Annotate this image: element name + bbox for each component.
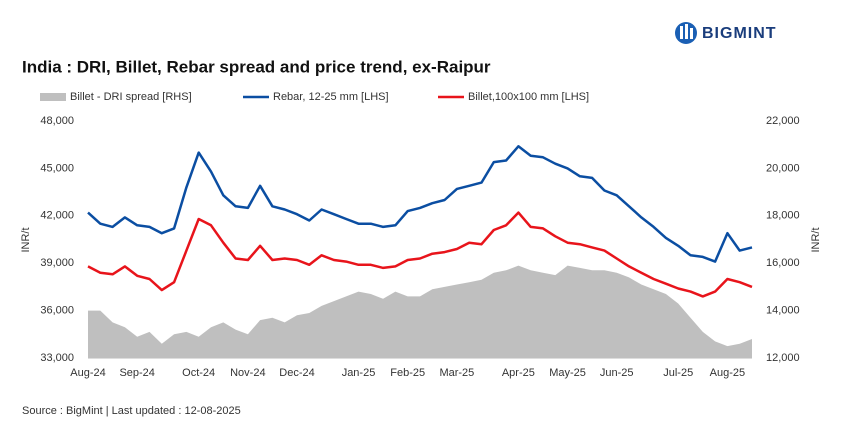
y2-tick-label: 18,000 [766,210,800,222]
y2-tick-label: 14,000 [766,305,800,317]
y2-tick-label: 20,000 [766,162,800,174]
y-tick-label: 45,000 [40,162,74,174]
legend-label: Billet - DRI spread [RHS] [70,91,192,103]
chart-title: India : DRI, Billet, Rebar spread and pr… [22,57,491,76]
y2-tick-label: 12,000 [766,352,800,364]
legend-label: Billet,100x100 mm [LHS] [468,91,589,103]
logo-icon [675,22,697,44]
area [88,265,752,358]
line [87,145,753,263]
y2-tick-label: 16,000 [766,257,800,269]
y-tick-label: 39,000 [40,257,74,269]
y-tick-label: 36,000 [40,305,74,317]
x-tick-label: Aug-25 [710,367,745,379]
x-tick-label: May-25 [549,367,586,379]
logo: BIGMINT [702,25,777,42]
x-tick-label: Jun-25 [600,367,634,379]
x-tick-label: Jul-25 [663,367,693,379]
y-axis-label: INR/t [20,227,32,252]
y-tick-label: 48,000 [40,115,74,127]
x-tick-label: Feb-25 [390,367,425,379]
x-tick-label: Oct-24 [182,367,215,379]
y2-tick-label: 22,000 [766,115,800,127]
x-tick-label: Dec-24 [279,367,314,379]
legend-label: Rebar, 12-25 mm [LHS] [273,91,389,103]
x-tick-label: Jan-25 [342,367,376,379]
y2-axis-label: INR/t [810,227,822,252]
legend-swatch [40,93,66,101]
x-tick-label: Sep-24 [119,367,154,379]
x-tick-label: Aug-24 [70,367,105,379]
source: Source : BigMint | Last updated : 12-08-… [22,405,241,417]
x-tick-label: Apr-25 [502,367,535,379]
x-tick-label: Mar-25 [439,367,474,379]
x-tick-label: Nov-24 [230,367,265,379]
y-tick-label: 42,000 [40,210,74,222]
y-tick-label: 33,000 [40,352,74,364]
line [87,211,753,298]
